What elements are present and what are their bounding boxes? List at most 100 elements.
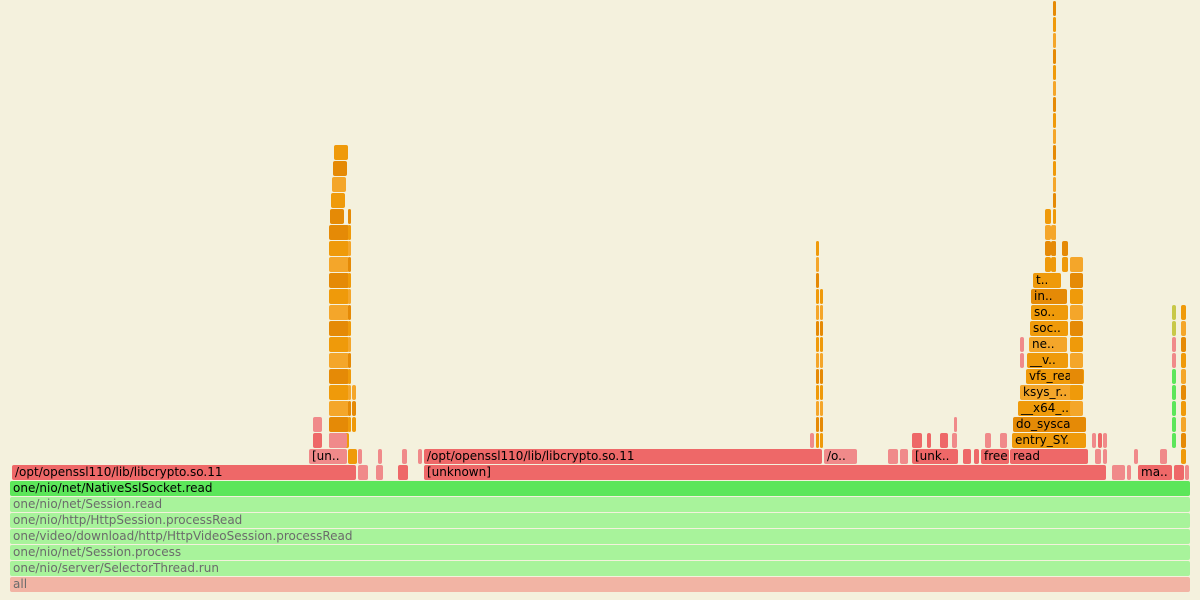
frame-small[interactable] xyxy=(888,449,898,464)
frame-tower-right[interactable] xyxy=(1070,417,1083,432)
frame-ma[interactable]: ma.. xyxy=(1138,465,1172,480)
frame-tower-right[interactable] xyxy=(1045,225,1051,240)
frame-selector-thread-run[interactable]: one/nio/server/SelectorThread.run xyxy=(10,561,1190,576)
frame-tower-right[interactable] xyxy=(1070,273,1083,288)
frame-tower-left-thin[interactable] xyxy=(348,225,351,240)
frame-session-process[interactable]: one/nio/net/Session.process xyxy=(10,545,1190,560)
frame-small[interactable] xyxy=(1127,465,1131,480)
frame-tower-left-thin[interactable] xyxy=(348,273,351,288)
frame-small[interactable] xyxy=(1020,337,1024,352)
frame-tower-mid[interactable] xyxy=(816,321,819,336)
frame-tower-mid[interactable] xyxy=(820,401,823,416)
frame-small[interactable] xyxy=(952,433,957,448)
frame-tower-left[interactable] xyxy=(329,257,349,272)
frame-tower-far-right[interactable] xyxy=(1181,385,1186,400)
frame-small[interactable] xyxy=(1134,449,1138,464)
frame-tower-right[interactable] xyxy=(1051,225,1055,240)
frame-tower-left[interactable] xyxy=(331,193,345,208)
frame-tower-right[interactable] xyxy=(1070,305,1083,320)
frame-small[interactable] xyxy=(1174,465,1184,480)
frame-tower-far-right[interactable] xyxy=(1181,337,1186,352)
frame-tower-far-right[interactable] xyxy=(1181,433,1186,448)
frame-tower-right[interactable] xyxy=(1062,257,1068,272)
frame-tower-far-right[interactable] xyxy=(1181,353,1186,368)
frame-small[interactable] xyxy=(348,449,357,464)
frame-in[interactable]: in.. xyxy=(1031,289,1067,304)
frame-tower-mid[interactable] xyxy=(820,385,823,400)
frame-tower-far-right[interactable] xyxy=(1181,369,1186,384)
frame-tower-right[interactable] xyxy=(1070,401,1083,416)
frame-small[interactable] xyxy=(1103,433,1107,448)
frame-tower-right[interactable] xyxy=(1070,321,1083,336)
frame-tower-mid[interactable] xyxy=(816,273,819,288)
frame-tower-mid[interactable] xyxy=(820,337,823,352)
frame-tower-mid[interactable] xyxy=(816,305,819,320)
frame-tower-left[interactable] xyxy=(333,161,347,176)
frame-small[interactable] xyxy=(900,449,908,464)
frame-tower-far-right[interactable] xyxy=(1172,385,1176,400)
frame-soc[interactable]: soc.. xyxy=(1030,321,1068,336)
frame-ksys[interactable]: ksys_r.. xyxy=(1020,385,1082,400)
frame-tower-right[interactable] xyxy=(1053,1,1056,16)
frame-tower-right[interactable] xyxy=(1053,65,1056,80)
frame-small[interactable] xyxy=(1185,465,1189,480)
frame-small[interactable] xyxy=(810,433,814,448)
frame-tower-mid[interactable] xyxy=(820,353,823,368)
frame-tower-far-right[interactable] xyxy=(1172,337,1176,352)
frame-v-short[interactable]: __v.. xyxy=(1027,353,1068,368)
frame-tower-far-right[interactable] xyxy=(1181,321,1186,336)
frame-ne[interactable]: ne.. xyxy=(1029,337,1067,352)
frame-tower-left-thin[interactable] xyxy=(348,417,351,432)
frame-tower-left[interactable] xyxy=(332,177,346,192)
frame-tower-right[interactable] xyxy=(1053,193,1056,208)
frame-session-read[interactable]: one/nio/net/Session.read xyxy=(10,497,1190,512)
frame-native-ssl-socket-read[interactable]: one/nio/net/NativeSslSocket.read xyxy=(10,481,1190,496)
frame-small[interactable] xyxy=(398,465,408,480)
frame-tower-left-thin[interactable] xyxy=(348,353,351,368)
frame-small[interactable] xyxy=(418,449,422,464)
frame-small[interactable] xyxy=(940,433,948,448)
frame-http-session-process-read[interactable]: one/nio/http/HttpSession.processRead xyxy=(10,513,1190,528)
frame-tower-left[interactable] xyxy=(329,225,349,240)
frame-tower-mid[interactable] xyxy=(820,289,823,304)
frame-so[interactable]: so.. xyxy=(1031,305,1068,320)
frame-tower-left[interactable] xyxy=(329,273,349,288)
frame-small[interactable] xyxy=(1160,449,1167,464)
frame-tower-right[interactable] xyxy=(1053,209,1056,224)
frame-small[interactable] xyxy=(358,449,362,464)
frame-tower-mid[interactable] xyxy=(816,417,819,432)
frame-tower-left[interactable] xyxy=(334,145,348,160)
frame-tower-mid[interactable] xyxy=(820,369,823,384)
frame-small[interactable] xyxy=(1098,433,1102,448)
frame-tower-left-thin[interactable] xyxy=(348,321,351,336)
frame-tower-right[interactable] xyxy=(1070,353,1083,368)
frame-tower-left-thin[interactable] xyxy=(352,385,356,400)
frame-read[interactable]: read xyxy=(1010,449,1088,464)
frame-tower-right[interactable] xyxy=(1053,49,1056,64)
frame-small[interactable] xyxy=(329,433,347,448)
frame-small[interactable] xyxy=(1020,353,1024,368)
frame-small[interactable] xyxy=(1112,465,1125,480)
frame-small[interactable] xyxy=(912,433,922,448)
frame-tower-right[interactable] xyxy=(1045,209,1051,224)
frame-tower-mid[interactable] xyxy=(816,257,819,272)
frame-small[interactable] xyxy=(985,433,991,448)
frame-tower-mid[interactable] xyxy=(820,433,823,448)
frame-small[interactable] xyxy=(1095,449,1101,464)
frame-tower-right[interactable] xyxy=(1053,129,1056,144)
frame-tower-far-right[interactable] xyxy=(1172,433,1176,448)
frame-all[interactable]: all xyxy=(10,577,1190,592)
frame-tower-right[interactable] xyxy=(1070,369,1083,384)
frame-tower-left[interactable] xyxy=(329,369,349,384)
frame-tower-right[interactable] xyxy=(1070,257,1083,272)
frame-small[interactable] xyxy=(1092,433,1096,448)
frame-o-short[interactable]: /o.. xyxy=(824,449,857,464)
frame-tower-right[interactable] xyxy=(1053,177,1056,192)
frame-tower-right[interactable] xyxy=(1053,145,1056,160)
frame-tower-right[interactable] xyxy=(1045,241,1051,256)
frame-tower-right[interactable] xyxy=(1062,241,1068,256)
frame-tower-left-thin[interactable] xyxy=(348,305,351,320)
frame-tower-right[interactable] xyxy=(1051,257,1055,272)
frame-tower-left[interactable] xyxy=(329,353,349,368)
frame-tower-far-right[interactable] xyxy=(1172,401,1176,416)
